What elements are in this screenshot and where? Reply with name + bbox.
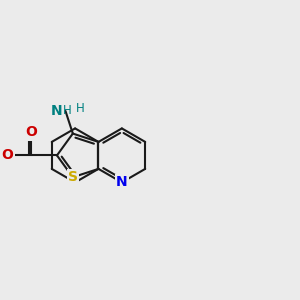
Text: N: N (116, 176, 128, 189)
Text: N: N (51, 104, 62, 118)
Text: H: H (76, 102, 85, 115)
Text: S: S (68, 170, 78, 184)
Text: H: H (63, 104, 72, 118)
Text: O: O (2, 148, 14, 162)
Text: O: O (26, 125, 37, 140)
